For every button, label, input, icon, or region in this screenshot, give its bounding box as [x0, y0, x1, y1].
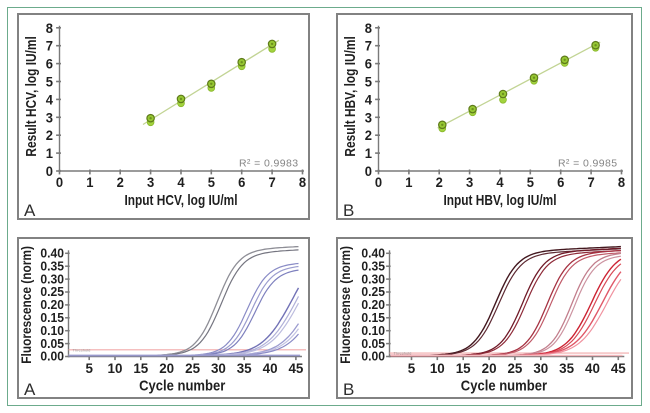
svg-text:Result HCV, log IU/ml: Result HCV, log IU/ml	[23, 36, 39, 156]
svg-text:0.35: 0.35	[40, 259, 64, 273]
svg-text:Threshold: Threshold	[73, 347, 91, 352]
svg-text:10: 10	[108, 361, 123, 376]
svg-text:4: 4	[365, 92, 373, 108]
svg-text:8: 8	[299, 175, 307, 191]
svg-text:0.40: 0.40	[40, 246, 64, 260]
svg-text:4: 4	[496, 175, 504, 191]
svg-text:B: B	[343, 380, 354, 397]
svg-text:3: 3	[147, 175, 155, 191]
svg-text:8: 8	[365, 20, 373, 36]
svg-text:0.15: 0.15	[361, 311, 385, 325]
svg-text:7: 7	[587, 175, 594, 191]
svg-text:5: 5	[85, 361, 93, 376]
svg-text:Input HBV, log IU/ml: Input HBV, log IU/ml	[443, 192, 556, 208]
svg-text:3: 3	[466, 175, 474, 191]
svg-text:5: 5	[527, 175, 535, 191]
svg-text:30: 30	[211, 361, 226, 376]
svg-text:30: 30	[533, 361, 548, 376]
svg-text:B: B	[343, 201, 354, 218]
svg-text:Result HBV, log IU/ml: Result HBV, log IU/ml	[342, 36, 358, 156]
svg-text:5: 5	[46, 74, 54, 90]
svg-text:6: 6	[46, 56, 54, 72]
svg-text:0.00: 0.00	[40, 350, 64, 364]
svg-text:1: 1	[86, 175, 94, 191]
svg-text:A: A	[24, 380, 36, 397]
svg-text:Fluorescence (norm): Fluorescence (norm)	[19, 246, 34, 364]
svg-text:0.20: 0.20	[40, 298, 64, 312]
svg-text:6: 6	[365, 56, 373, 72]
svg-text:Fluorescense (norm): Fluorescense (norm)	[338, 246, 353, 364]
svg-text:40: 40	[585, 361, 600, 376]
svg-text:1: 1	[365, 146, 373, 162]
svg-text:Cycle number: Cycle number	[139, 378, 226, 394]
svg-text:25: 25	[507, 361, 522, 376]
svg-text:0.25: 0.25	[361, 285, 385, 299]
svg-text:2: 2	[436, 175, 443, 191]
svg-text:2: 2	[46, 128, 53, 144]
svg-text:1: 1	[46, 146, 54, 162]
svg-text:4: 4	[46, 92, 54, 108]
svg-text:0: 0	[46, 164, 53, 180]
svg-text:Threshold: Threshold	[394, 351, 412, 356]
svg-text:8: 8	[618, 175, 626, 191]
svg-text:A: A	[24, 201, 36, 218]
svg-text:0.20: 0.20	[361, 298, 385, 312]
svg-text:45: 45	[611, 361, 626, 376]
svg-text:2: 2	[117, 175, 124, 191]
svg-text:45: 45	[288, 361, 303, 376]
svg-text:0.35: 0.35	[361, 259, 385, 273]
svg-text:6: 6	[557, 175, 565, 191]
svg-text:0.05: 0.05	[361, 337, 385, 351]
svg-text:0.40: 0.40	[361, 246, 385, 260]
svg-text:20: 20	[482, 361, 497, 376]
svg-text:7: 7	[46, 38, 53, 54]
svg-text:4: 4	[177, 175, 185, 191]
svg-text:5: 5	[208, 175, 216, 191]
svg-text:Input HCV, log IU/ml: Input HCV, log IU/ml	[124, 192, 237, 208]
svg-text:0.30: 0.30	[40, 272, 64, 286]
svg-text:0.00: 0.00	[361, 350, 385, 364]
svg-text:20: 20	[159, 361, 174, 376]
svg-text:0: 0	[365, 164, 372, 180]
svg-text:Cycle number: Cycle number	[461, 378, 548, 394]
svg-text:3: 3	[46, 110, 54, 126]
svg-text:0.10: 0.10	[361, 324, 385, 338]
svg-text:2: 2	[365, 128, 372, 144]
svg-text:R² = 0.9983: R² = 0.9983	[239, 158, 299, 170]
svg-text:0: 0	[56, 175, 63, 191]
svg-text:0.15: 0.15	[40, 311, 64, 325]
svg-text:0: 0	[375, 175, 382, 191]
svg-text:5: 5	[408, 361, 416, 376]
svg-text:35: 35	[559, 361, 574, 376]
svg-text:40: 40	[263, 361, 278, 376]
svg-text:10: 10	[430, 361, 445, 376]
svg-text:7: 7	[268, 175, 275, 191]
svg-text:5: 5	[365, 74, 373, 90]
svg-text:15: 15	[133, 361, 148, 376]
svg-text:8: 8	[46, 20, 54, 36]
svg-text:3: 3	[365, 110, 373, 126]
svg-text:R² = 0.9985: R² = 0.9985	[558, 158, 618, 170]
svg-text:25: 25	[185, 361, 200, 376]
svg-text:35: 35	[237, 361, 252, 376]
svg-text:6: 6	[238, 175, 246, 191]
svg-text:0.05: 0.05	[40, 337, 64, 351]
svg-text:0.30: 0.30	[361, 272, 385, 286]
svg-text:15: 15	[456, 361, 471, 376]
svg-text:0.10: 0.10	[40, 324, 64, 338]
svg-text:7: 7	[365, 38, 372, 54]
svg-text:0.25: 0.25	[40, 285, 64, 299]
svg-text:1: 1	[405, 175, 413, 191]
